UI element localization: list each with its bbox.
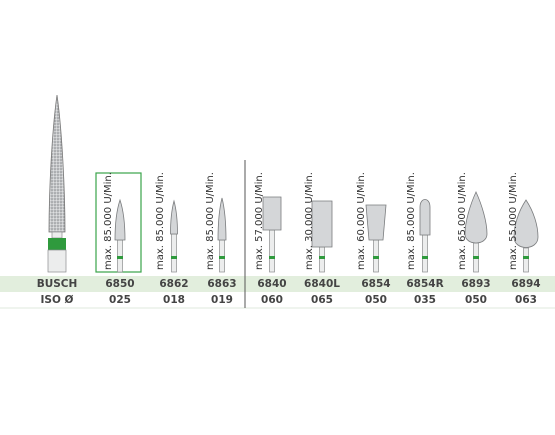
iso-size: 060 [261,294,283,306]
bur-head [365,204,387,241]
bur-head [170,199,178,235]
bur-band [422,256,428,259]
iso-size: 035 [414,294,436,306]
bur-shaft [319,246,325,273]
bur-shaft [523,247,529,273]
bur-shaft [422,234,428,273]
speed-label: max. 65.000 U/Min. [457,172,468,270]
busch-code: 6854R [406,278,443,290]
iso-size: 018 [163,294,185,306]
busch-code: 6840L [304,278,340,290]
speed-label: max. 30.000 U/Min. [304,172,315,270]
busch-code: 6894 [511,278,540,290]
bur-band [319,256,325,259]
busch-code: 6840 [257,278,286,290]
row-label: ISO Ø [41,294,74,306]
bur-shaft [171,233,177,273]
busch-row-bg [0,276,555,292]
speed-label: max. 85.000 U/Min. [103,172,114,270]
iso-size: 050 [465,294,487,306]
iso-size: 050 [365,294,387,306]
large-bur [47,94,67,273]
bur-band [171,256,177,259]
bur-shaft [269,229,275,273]
busch-code: 6893 [461,278,490,290]
busch-code: 6850 [105,278,134,290]
speed-label: max. 55.000 U/Min. [508,172,519,270]
iso-size: 065 [311,294,333,306]
bur-head [419,199,431,236]
speed-label: max. 85.000 U/Min. [205,172,216,270]
speed-label: max. 85.000 U/Min. [155,172,166,270]
iso-size: 019 [211,294,233,306]
speed-label: max. 57.000 U/Min. [254,172,265,270]
bur-head [262,196,282,231]
busch-code: 6863 [207,278,236,290]
bur-head [513,199,539,248]
speed-label: max. 60.000 U/Min. [356,172,367,270]
bur-band [117,256,123,259]
speed-label: max. 85.000 U/Min. [406,172,417,270]
iso-size: 063 [515,294,537,306]
bur-head [114,198,126,241]
row-label: BUSCH [37,278,78,290]
bur-band [473,256,479,259]
bur-head [464,191,488,244]
bur-head [311,200,333,248]
bur-band [373,256,379,259]
busch-code: 6854 [361,278,390,290]
bur-band [269,256,275,259]
bur-band [219,256,225,259]
busch-code: 6862 [159,278,188,290]
bur-head [217,197,227,241]
bur-band [523,256,529,259]
iso-size: 025 [109,294,131,306]
